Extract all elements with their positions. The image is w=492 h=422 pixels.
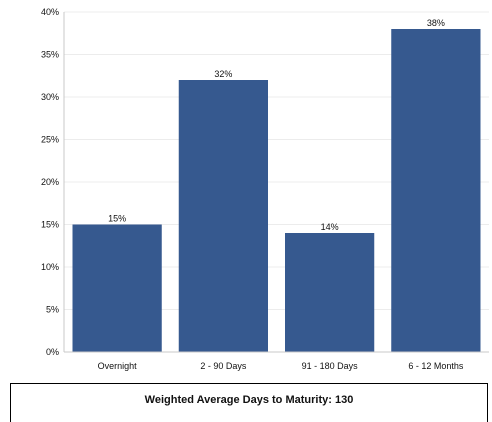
y-tick-label: 25% [41,135,59,145]
data-label: 14% [321,222,339,232]
bar-2-90-days [178,80,268,352]
chart-svg: 0% 5% 10% 15% 20% 25% 30% 35% 40% 15% Overnight 32%… [41,7,489,371]
y-tick-label: 5% [46,305,59,315]
y-tick-label: 35% [41,50,59,60]
axis-layer [63,12,489,353]
bar-chart: 0% 5% 10% 15% 20% 25% 30% 35% 40% 15% Overnight 32%… [41,7,489,371]
category-label: 6 - 12 Months [408,361,464,371]
data-label: 38% [427,18,445,28]
category-label: 2 - 90 Days [200,361,247,371]
y-tick-label: 15% [41,220,59,230]
data-label: 32% [214,69,232,79]
data-label: 15% [108,214,126,224]
bar-91-180-days [285,233,375,352]
weighted-average-days-label: Weighted Average Days to Maturity: [144,394,332,406]
y-tick-label: 30% [41,92,59,102]
weighted-average-days-box: Weighted Average Days to Maturity: 130 [10,383,488,422]
bar-overnight [72,224,162,352]
y-tick-label: 20% [41,177,59,187]
category-label: 91 - 180 Days [302,361,359,371]
y-tick-label: 0% [46,347,59,357]
category-label: Overnight [98,361,138,371]
label-layer: 0% 5% 10% 15% 20% 25% 30% 35% 40% 15% Overnight 32%… [41,7,464,371]
bar-6-12-months [391,29,481,352]
y-tick-label: 10% [41,262,59,272]
weighted-average-days-value: 130 [334,394,354,406]
y-tick-label: 40% [41,7,59,17]
bar-layer [72,29,481,352]
